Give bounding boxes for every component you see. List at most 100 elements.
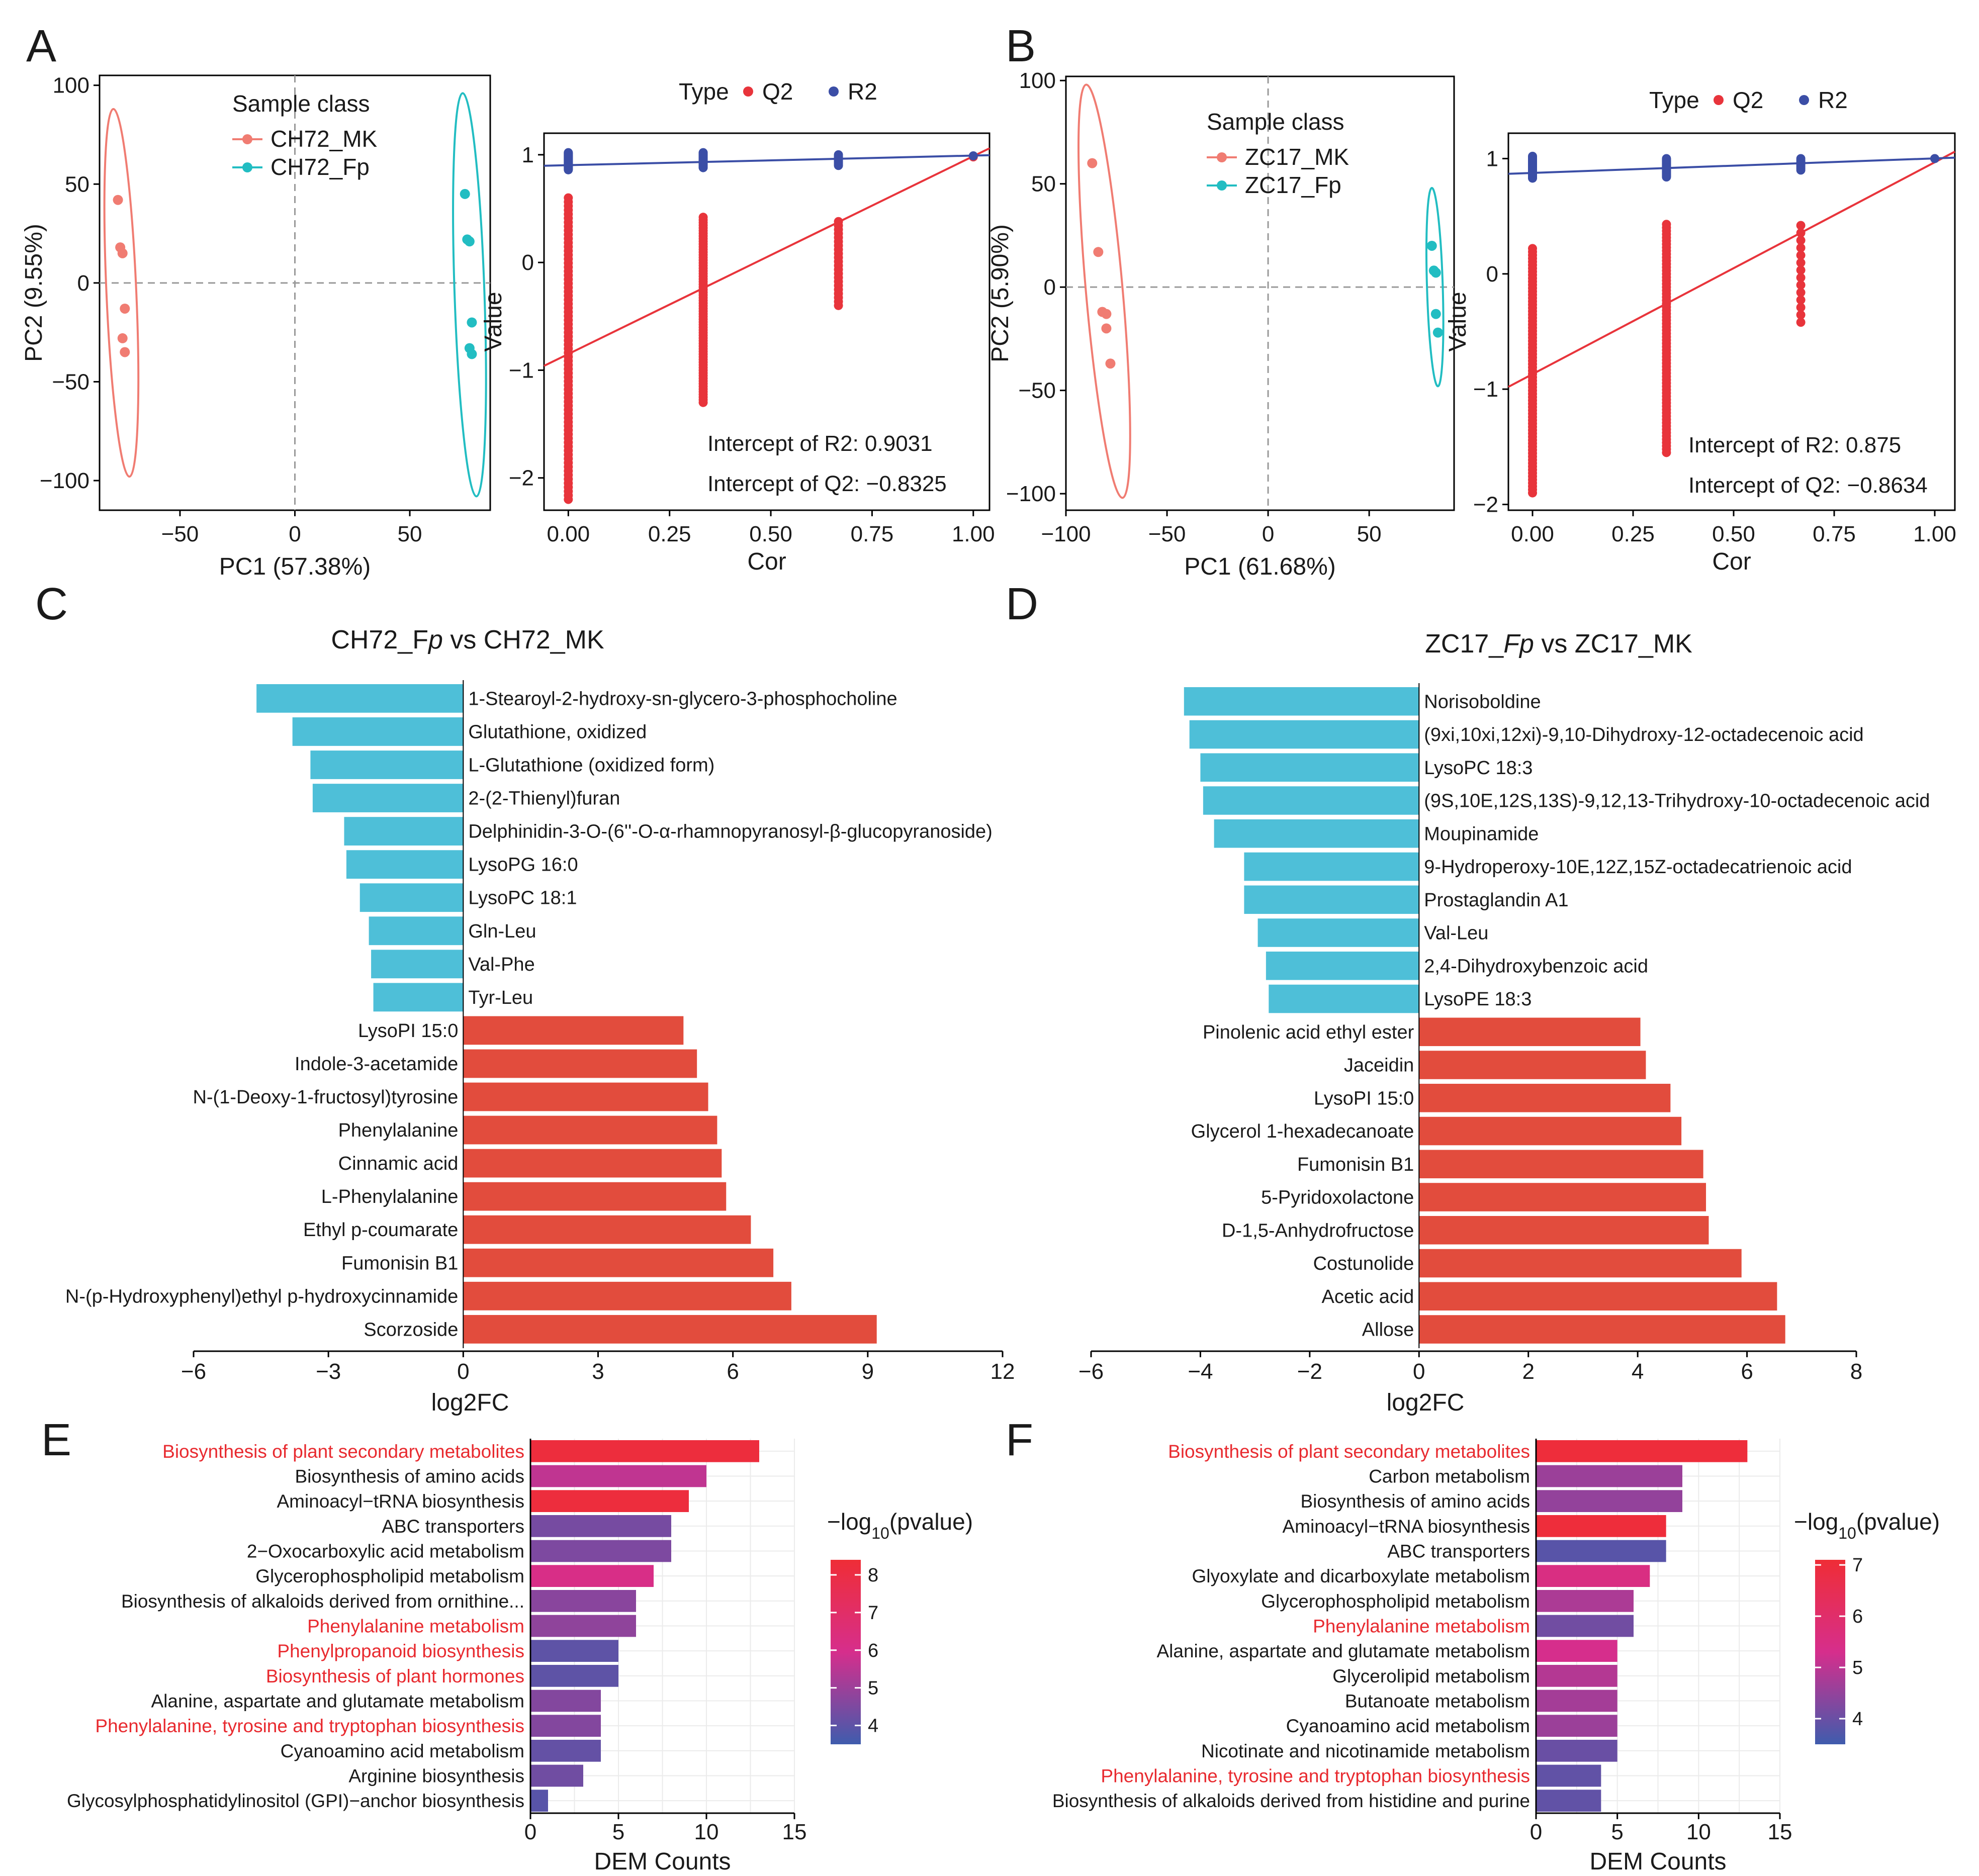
panel-a-permutation-plot: 0.00 0.25 0.50 0.75 1.00 1 0 −1 −2 Cor Value Type Q2… <box>480 78 995 575</box>
x-tick-label: 10 <box>1686 1820 1711 1844</box>
permutation-point <box>1796 154 1806 163</box>
metabolite-label: L-Phenylalanine <box>321 1186 459 1207</box>
log2fc-bar <box>346 850 464 879</box>
pathway-label: Phenylalanine, tyrosine and tryptophan b… <box>95 1716 524 1736</box>
permutation-point <box>1796 295 1806 305</box>
x-axis-label: PC1 (61.68%) <box>1184 553 1335 580</box>
x-tick-label: 6 <box>1741 1359 1753 1384</box>
x-tick-label: 0 <box>1530 1820 1542 1844</box>
y-tick-label: −50 <box>1018 379 1056 403</box>
y-tick-label: 0 <box>522 250 534 275</box>
colorbar <box>831 1560 861 1744</box>
metabolite-label: LysoPI 15:0 <box>358 1020 458 1042</box>
dem-count-bar <box>1536 1640 1617 1662</box>
x-axis-label: DEM Counts <box>594 1848 731 1875</box>
colorbar <box>1815 1560 1845 1744</box>
x-tick-label: 10 <box>694 1820 719 1844</box>
pathway-label: Phenylalanine metabolism <box>307 1616 524 1637</box>
permutation-point <box>1796 310 1806 320</box>
sample-point <box>464 236 475 247</box>
log2fc-bar <box>256 684 464 713</box>
y-tick-label: 0 <box>1044 275 1056 300</box>
metabolite-label: L-Glutathione (oxidized form) <box>468 755 714 776</box>
panel-b-pca-plot: −100 −50 0 50 100 50 0 −50 −100 PC1 (61.68%) PC2 (… <box>987 68 1455 580</box>
metabolite-label: Pinolenic acid ethyl ester <box>1203 1022 1414 1043</box>
intercept-annotation: Intercept of Q2: −0.8325 <box>707 472 947 496</box>
x-tick-label: 0.75 <box>851 522 894 546</box>
permutation-point <box>1796 273 1806 283</box>
legend-key-point <box>1799 95 1809 105</box>
permutation-point <box>1796 303 1806 312</box>
dem-count-bar <box>530 1790 548 1812</box>
permutation-point <box>1662 220 1671 229</box>
y-axis-label: Value <box>480 292 507 351</box>
x-tick-label: 0 <box>1262 522 1274 546</box>
log2fc-bar <box>1244 852 1419 881</box>
sample-point <box>467 317 477 328</box>
log2fc-bar <box>373 983 464 1012</box>
pathway-label: Glycerophospholipid metabolism <box>1261 1591 1530 1612</box>
log2fc-bar <box>1257 918 1419 947</box>
x-axis-label: Cor <box>1712 548 1751 575</box>
x-tick-label: 0.50 <box>749 522 792 546</box>
metabolite-label: Ethyl p-coumarate <box>303 1220 458 1241</box>
log2fc-bar <box>1203 786 1419 815</box>
panel-c-log2fc-bars: CH72_Fp vs CH72_MK 1-Stearoyl-2-hydroxy-s… <box>65 625 1015 1416</box>
y-axis-label: Value <box>1445 292 1471 351</box>
x-tick-label: −6 <box>181 1359 206 1384</box>
dem-count-bar <box>1536 1739 1617 1762</box>
y-tick-label: −50 <box>52 369 89 394</box>
pathway-label: 2−Oxocarboxylic acid metabolism <box>247 1541 524 1562</box>
dem-count-bar <box>530 1640 618 1662</box>
colorbar-title: −log10(pvalue) <box>1794 1509 1940 1542</box>
log2fc-bar <box>1419 1051 1646 1079</box>
log2fc-bar <box>371 950 464 979</box>
dem-count-bar <box>1536 1790 1601 1812</box>
sample-point <box>1101 323 1112 334</box>
x-tick-label: 0 <box>289 522 301 546</box>
y-tick-label: −2 <box>509 466 534 491</box>
pathway-label: Biosynthesis of amino acids <box>295 1466 524 1487</box>
chart-title: ZC17_Fp vs ZC17_MK <box>1425 629 1692 659</box>
metabolite-label: Indole-3-acetamide <box>295 1054 458 1075</box>
sample-point <box>1432 327 1443 338</box>
permutation-point <box>834 150 843 159</box>
dem-count-bar <box>1536 1664 1617 1687</box>
permutation-point <box>1796 243 1806 252</box>
metabolite-label: N-(p-Hydroxyphenyl)ethyl p-hydroxycinnam… <box>65 1286 458 1307</box>
metabolite-label: D-1,5-Anhydrofructose <box>1222 1220 1414 1241</box>
plot-frame <box>543 132 991 511</box>
x-tick-label: 8 <box>1850 1359 1862 1384</box>
colorbar-tick-label: 7 <box>868 1603 878 1624</box>
panel-letter-d: D <box>1006 579 1038 629</box>
intercept-annotation: Intercept of Q2: −0.8634 <box>1688 473 1928 498</box>
pathway-label: Aminoacyl−tRNA biosynthesis <box>1282 1516 1530 1537</box>
dem-count-bar <box>1536 1715 1617 1737</box>
metabolite-label: N-(1-Deoxy-1-fructosyl)tyrosine <box>193 1087 458 1108</box>
pathway-label: Nicotinate and nicotinamide metabolism <box>1201 1741 1530 1761</box>
permutation-point <box>1528 244 1537 253</box>
pathway-label: Arginine biosynthesis <box>348 1766 524 1787</box>
legend-key-point <box>1714 95 1724 105</box>
dem-count-bar <box>1536 1615 1634 1637</box>
y-tick-label: 1 <box>1486 146 1498 171</box>
confidence-ellipse <box>103 108 140 478</box>
x-tick-label: 12 <box>991 1359 1015 1384</box>
log2fc-bar <box>1200 753 1419 782</box>
metabolite-label: Moupinamide <box>1424 823 1539 845</box>
metabolite-label: Allose <box>1362 1320 1414 1341</box>
x-tick-label: −2 <box>1297 1359 1322 1384</box>
legend-label: Q2 <box>1733 87 1763 113</box>
panel-letter-c: C <box>35 579 68 629</box>
pathway-label: Butanoate metabolism <box>1345 1691 1530 1712</box>
y-tick-label: −2 <box>1473 493 1498 517</box>
legend-key-point <box>242 162 252 172</box>
log2fc-bar <box>463 1315 877 1344</box>
legend-label: ZC17_Fp <box>1245 172 1341 198</box>
sample-point <box>120 303 130 314</box>
x-tick-label: 0 <box>1413 1359 1425 1384</box>
x-tick-label: 15 <box>1768 1820 1792 1844</box>
metabolite-label: LysoPE 18:3 <box>1424 989 1532 1010</box>
metabolite-label: Costunolide <box>1313 1253 1414 1274</box>
confidence-ellipse <box>1077 83 1131 499</box>
